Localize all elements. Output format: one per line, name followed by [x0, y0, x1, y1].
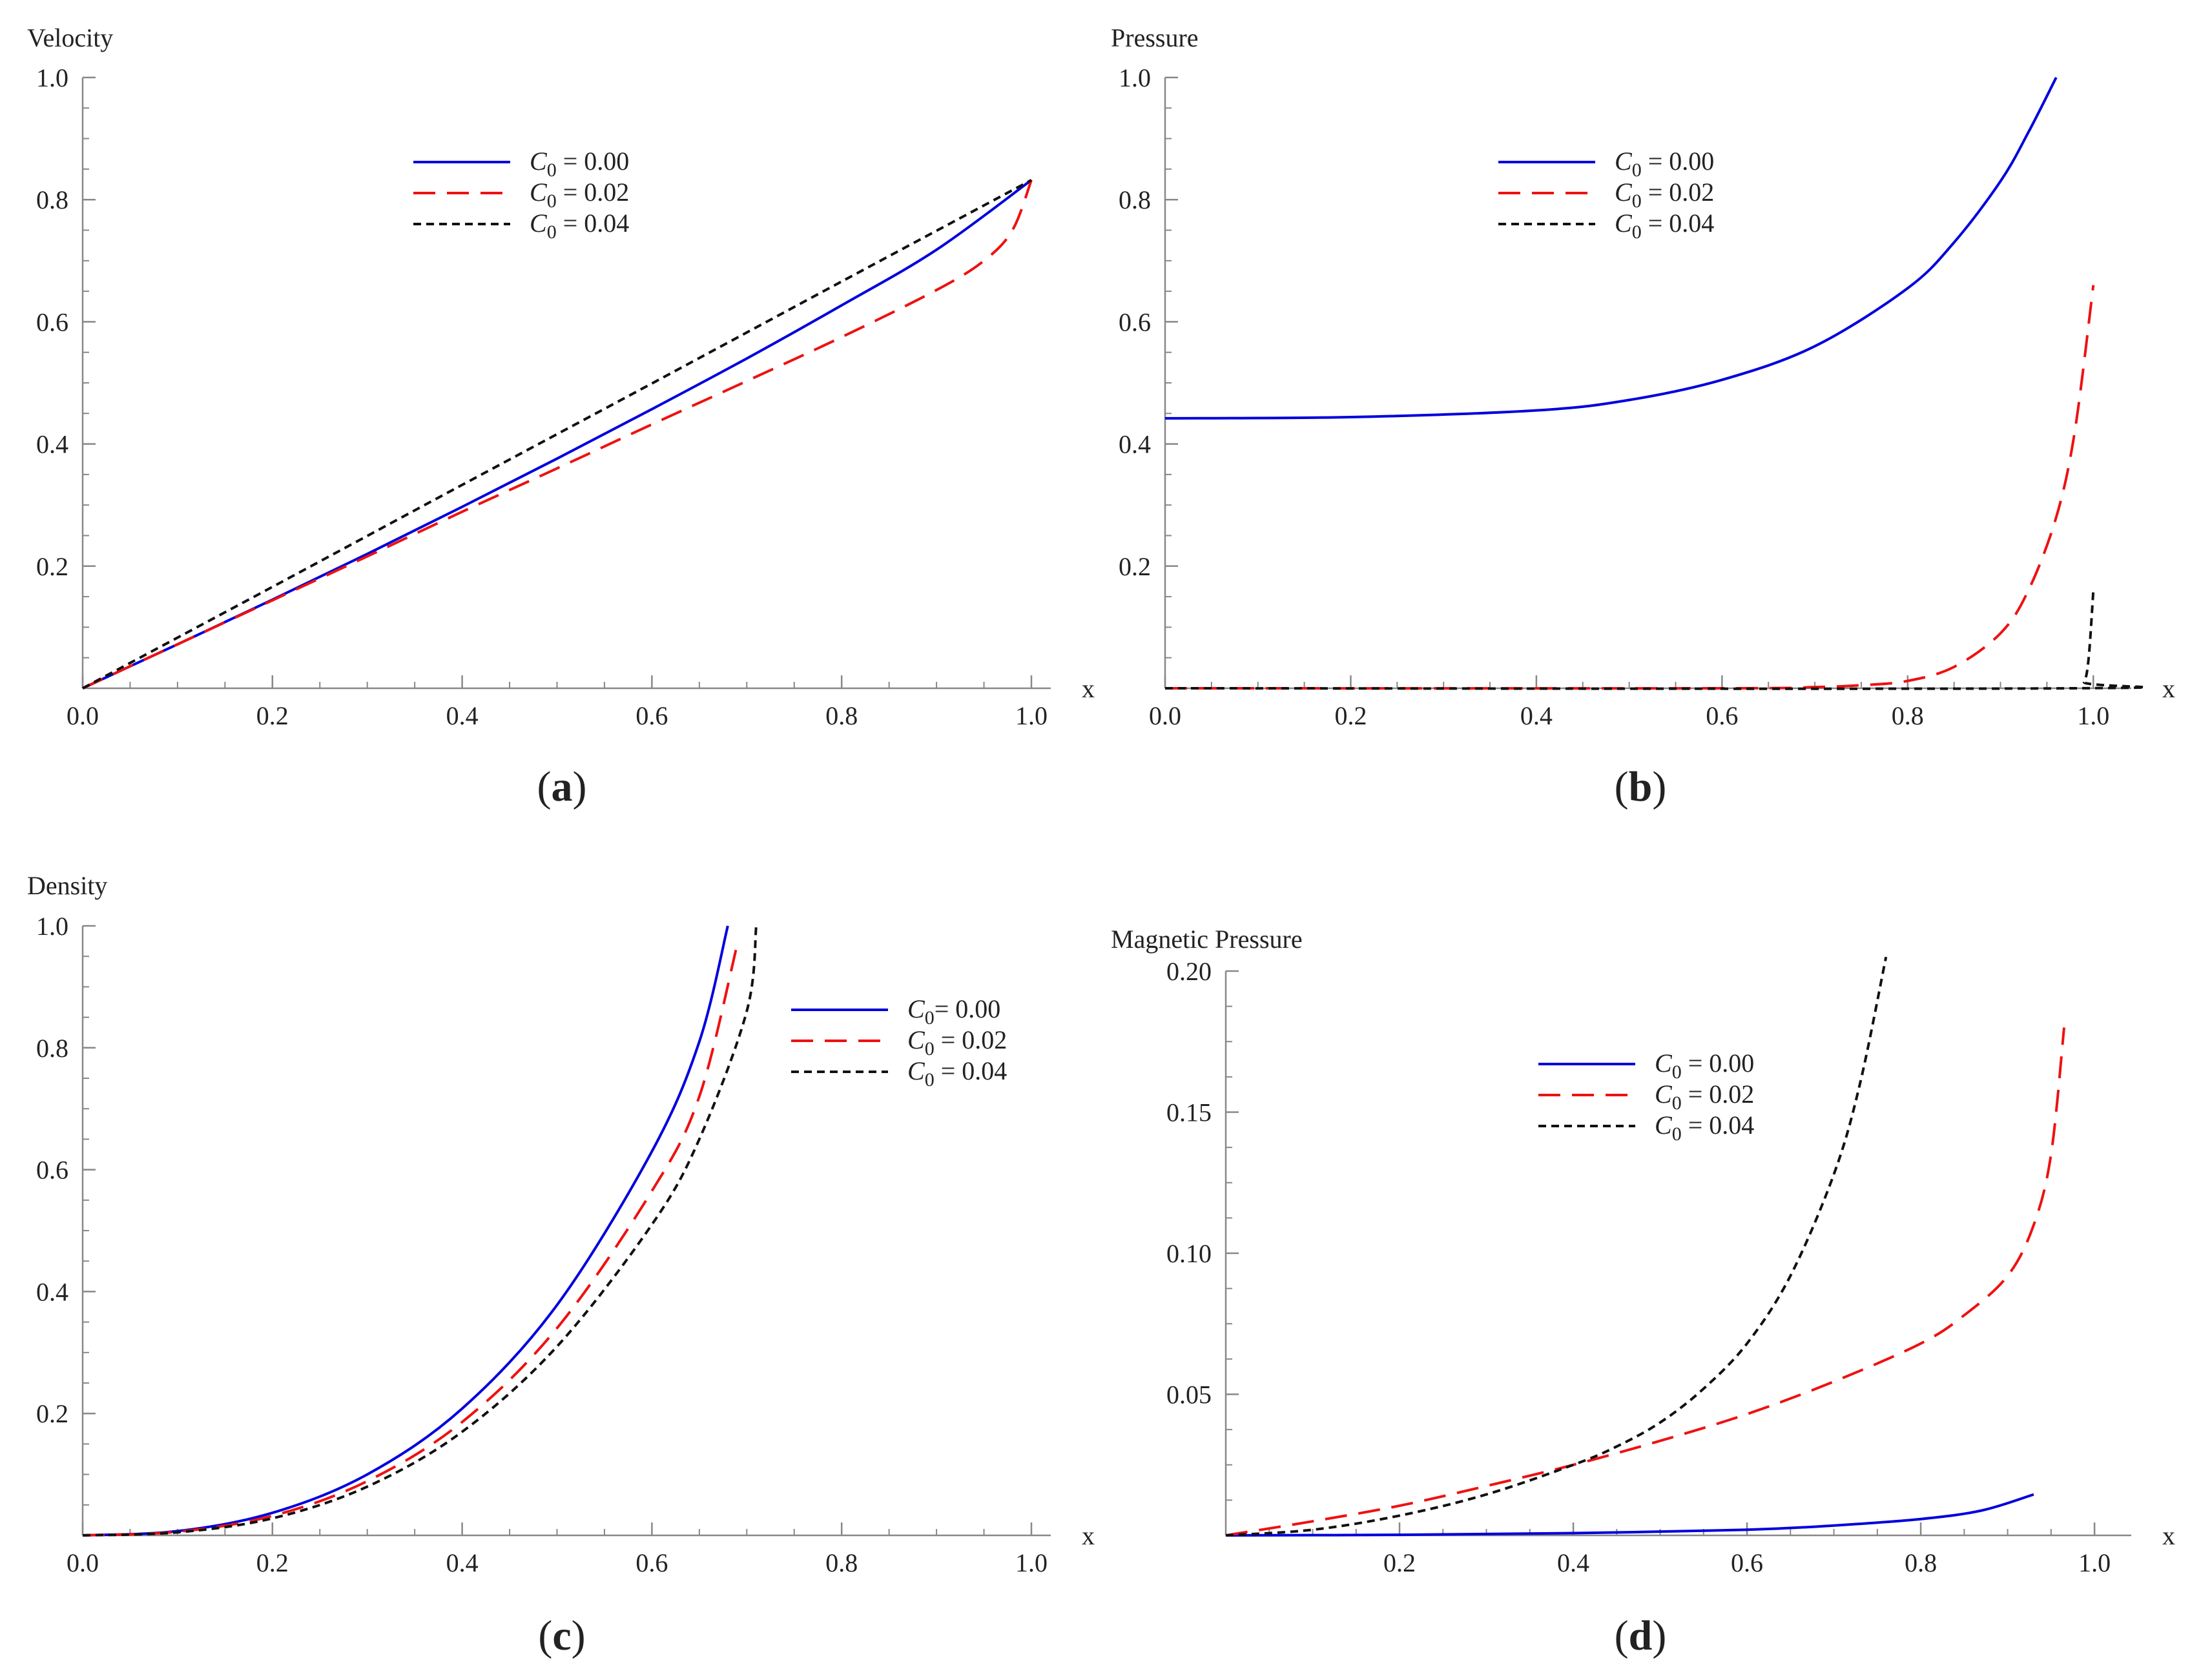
- panel-b-x-tick-label: 1.0: [2077, 701, 2109, 730]
- panel-a-x-tick-label: 0.8: [825, 701, 858, 730]
- panel-b-label: (b): [1615, 763, 1667, 810]
- panel-b-series-0-line: [1164, 77, 2058, 420]
- panel-d-y-tick-label: 0.05: [1166, 1380, 1212, 1409]
- panel-d-series-2-line: [1225, 956, 1888, 1537]
- panel-b-x-tick-label: 0.6: [1706, 701, 1738, 730]
- panel-c-series-2-line: [82, 925, 758, 1537]
- panel-d-series-0-line: [1225, 1493, 2034, 1537]
- panel-b-series-2-line: [1164, 590, 2146, 690]
- panel-a-series-2-line: [82, 179, 1032, 690]
- panel-d-y-tick-label: 0.20: [1166, 957, 1212, 986]
- panel-b-y-tick-label: 1.0: [1119, 63, 1151, 92]
- panel-b-y-tick-label: 0.8: [1119, 185, 1151, 214]
- panel-c-x-tick-label: 1.0: [1015, 1548, 1048, 1577]
- panel-a-y-tick-label: 0.6: [36, 307, 68, 336]
- panel-c-y-tick-label: 0.8: [36, 1034, 68, 1063]
- panel-d-label: (d): [1615, 1612, 1667, 1659]
- panel-a-title: Velocity: [27, 23, 113, 52]
- panel-d-legend-entry-0: C0 = 0.00: [1655, 1049, 1754, 1083]
- panel-b-x-tick-label: 0.4: [1520, 701, 1553, 730]
- panel-b-y-tick-label: 0.6: [1119, 307, 1151, 336]
- panel-b-x-tick-label: 0.0: [1149, 701, 1181, 730]
- panel-b-legend-entry-2: C0 = 0.04: [1615, 209, 1714, 243]
- panel-a-x-tick-label: 1.0: [1015, 701, 1048, 730]
- panel-c-x-tick-label: 0.4: [446, 1548, 479, 1577]
- panel-c-title: Density: [27, 871, 107, 900]
- panel-d-x-tick-label: 0.4: [1557, 1548, 1589, 1577]
- panel-c-x-tick-label: 0.0: [67, 1548, 99, 1577]
- panel-d-x-tick-label: 1.0: [2078, 1548, 2111, 1577]
- panel-a-label: (a): [537, 763, 587, 810]
- panel-d-title: Magnetic Pressure: [1111, 925, 1303, 954]
- panel-b: Pressure x 0.0 0.2 0.4 0.6 0.8 1.0 0.2 0.4 0.6 0.8 1…: [1111, 23, 2175, 810]
- panel-d-x-tick-label: 0.8: [1905, 1548, 1937, 1577]
- panel-d-x-tick-label: 0.6: [1731, 1548, 1763, 1577]
- panel-c-x-tick-label: 0.2: [256, 1548, 289, 1577]
- panel-c-series-0-line: [82, 925, 729, 1537]
- panel-c-legend-entry-2: C0 = 0.04: [907, 1056, 1007, 1091]
- panel-a-y-tick-label: 1.0: [36, 63, 68, 92]
- panel-c-x-label: x: [1082, 1521, 1095, 1550]
- panel-c-y-tick-label: 1.0: [36, 912, 68, 941]
- panel-c-x-tick-label: 0.6: [636, 1548, 668, 1577]
- panel-a-legend-entry-1: C0 = 0.02: [530, 178, 629, 212]
- panel-d-legend-entry-1: C0 = 0.02: [1655, 1080, 1754, 1114]
- panel-a-y-tick-label: 0.4: [36, 430, 68, 459]
- panel-a-x-label: x: [1082, 674, 1095, 703]
- panel-a-x-tick-label: 0.4: [446, 701, 479, 730]
- panel-c-legend-entry-0: C0= 0.00: [907, 994, 1000, 1029]
- panel-c-y-tick-label: 0.2: [36, 1399, 68, 1428]
- panel-d-y-tick-label: 0.10: [1166, 1239, 1212, 1268]
- panel-a: Velocity x 0.0 0.2 0.4 0.6 0.8 1.0 0.2 0.4 0.6 0.8 1…: [27, 23, 1095, 810]
- panel-d-series-1-line: [1225, 1027, 2065, 1537]
- panel-b-title: Pressure: [1111, 23, 1199, 52]
- panel-c-y-tick-label: 0.6: [36, 1156, 68, 1185]
- panel-c-x-tick-label: 0.8: [825, 1548, 858, 1577]
- panel-a-y-tick-label: 0.8: [36, 185, 68, 214]
- panel-b-x-label: x: [2162, 674, 2175, 703]
- panel-b-x-tick-label: 0.2: [1334, 701, 1367, 730]
- panel-c-series-1-line: [82, 943, 739, 1537]
- panel-a-x-tick-label: 0.2: [256, 701, 289, 730]
- panel-c-y-tick-label: 0.4: [36, 1277, 68, 1306]
- panel-a-legend-entry-0: C0 = 0.00: [530, 147, 629, 181]
- panel-b-y-tick-label: 0.4: [1119, 430, 1151, 459]
- panel-a-x-tick-label: 0.0: [67, 701, 99, 730]
- panel-b-x-tick-label: 0.8: [1892, 701, 1924, 730]
- panel-d-x-label: x: [2162, 1521, 2175, 1550]
- panel-d-y-tick-label: 0.15: [1166, 1098, 1212, 1127]
- panel-d-x-tick-label: 0.2: [1383, 1548, 1416, 1577]
- panel-b-y-tick-label: 0.2: [1119, 552, 1151, 581]
- panel-c: Density x 0.0 0.2 0.4 0.6 0.8 1.0 0.2 0.4 0.6 0.8 1.…: [27, 871, 1095, 1659]
- panel-d-legend-entry-2: C0 = 0.04: [1655, 1111, 1754, 1145]
- panel-a-x-tick-label: 0.6: [636, 701, 668, 730]
- panel-b-series-1-line: [1164, 285, 2095, 690]
- panel-b-legend-entry-0: C0 = 0.00: [1615, 147, 1714, 181]
- panel-a-legend-entry-2: C0 = 0.04: [530, 209, 629, 243]
- panel-a-y-tick-label: 0.2: [36, 552, 68, 581]
- panel-b-legend-entry-1: C0 = 0.02: [1615, 178, 1714, 212]
- panel-a-series-1-line: [82, 179, 1033, 690]
- panel-c-legend-entry-1: C0 = 0.02: [907, 1025, 1007, 1060]
- panel-c-label: (c): [538, 1612, 585, 1659]
- panel-d: Magnetic Pressure x 0.2 0.4 0.6 0.8 1.0 0.05 0.1…: [1111, 925, 2175, 1659]
